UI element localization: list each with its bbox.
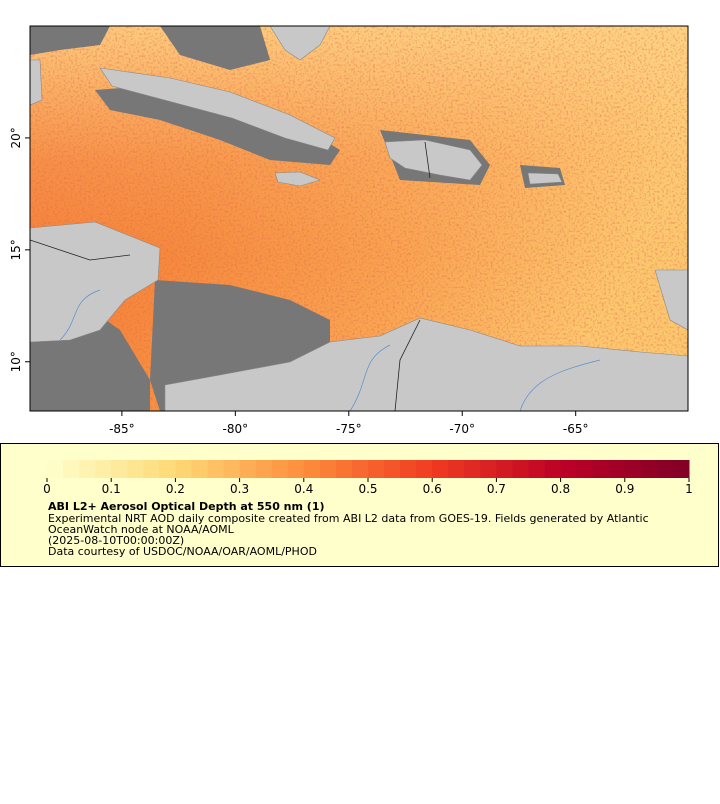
colorbar-segment [143,460,160,478]
colorbar-segment [255,460,273,478]
colorbar-segment [496,460,513,478]
colorbar-segment [351,460,369,478]
x-tick-label: -65° [563,422,589,436]
colorbar-segment [416,460,433,478]
borders [30,141,431,411]
colorbar-segment [576,460,594,478]
colorbar-tick-label: 0.2 [166,482,185,496]
y-tick-label: 10° [9,351,23,372]
map-frame [29,25,689,412]
colorbar-segment [111,460,128,478]
legend-line: (2025-08-10T00:00:00Z) [48,534,184,547]
colorbar-segment [592,460,610,478]
colorbar-segment [191,460,208,478]
colorbar-segment [303,460,321,478]
colorbar-tick-label: 0.3 [230,482,249,496]
map-field [30,26,688,411]
legend-line: Data courtesy of USDOC/NOAA/OAR/AOML/PHO… [48,545,317,558]
colorbar-segment [560,460,578,478]
colorbar-segment [207,460,225,478]
colorbar-segment [319,460,337,478]
rivers [59,289,601,411]
colorbar-tick-label: 0 [43,482,51,496]
colorbar-segment [63,460,80,478]
x-tick-label: -85° [109,422,135,436]
colorbar-segment [608,460,626,478]
colorbar-segment [47,460,64,478]
colorbar-segment [512,460,529,478]
colorbar-segment [271,460,289,478]
colorbar-segment [335,460,353,478]
colorbar-segment [480,460,497,478]
legend-line: OceanWatch node at NOAA/AOML [48,523,235,536]
x-tick-label: -80° [223,422,249,436]
colorbar-segment [95,460,112,478]
colorbar-segment [528,460,546,478]
colorbar-segment [159,460,176,478]
colorbar-segment [464,460,481,478]
colorbar-tick-label: 0.1 [102,482,121,496]
colorbar-tick-label: 1 [685,482,693,496]
colorbar-segment [239,460,257,478]
colorbar-tick-label: 0.7 [487,482,506,496]
colorbar-segment [640,460,658,478]
colorbar-segment [448,460,465,478]
colorbar-tick-label: 0.6 [423,482,442,496]
colorbar-segment [656,460,674,478]
y-tick-label: 20° [9,127,23,148]
colorbar-segment [400,460,417,478]
colorbar-segment [175,460,192,478]
y-tick-label: 15° [9,239,23,260]
colorbar-segment [624,460,642,478]
legend-title: ABI L2+ Aerosol Optical Depth at 550 nm … [48,500,325,513]
colorbar-segment [384,460,401,478]
colorbar-tick-label: 0.9 [615,482,634,496]
colorbar-segment [79,460,96,478]
colorbar-tick-label: 0.8 [551,482,570,496]
colorbar-segment [223,460,241,478]
colorbar-segment [432,460,449,478]
legend-line: Experimental NRT AOD daily composite cre… [48,512,649,525]
x-tick-label: -70° [449,422,475,436]
colorbar-segment [127,460,144,478]
colorbar-segment [368,460,385,478]
colorbar-segment [287,460,305,478]
colorbar-tick-label: 0.5 [358,482,377,496]
colorbar-segment [672,460,690,478]
land [30,26,688,411]
colorbar-tick-label: 0.4 [294,482,313,496]
x-tick-label: -75° [336,422,362,436]
colorbar-segment [544,460,562,478]
